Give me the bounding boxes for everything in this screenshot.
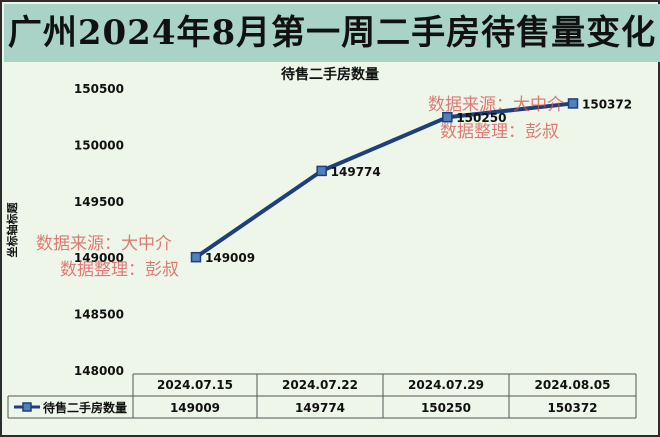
watermark-source: 数据来源：大中介: [428, 95, 564, 115]
watermark-author: 数据整理：彭叔: [440, 122, 559, 142]
data-point: [442, 111, 453, 123]
y-tick-label: 149500: [74, 195, 124, 209]
banner-title: 广州2024年8月第一周二手房待售量变化: [7, 13, 657, 53]
data-label: 149774: [331, 165, 381, 179]
data-table: 2024.07.15 149009 2024.07.22 149774 2024.07.…: [7, 373, 637, 419]
x-category-label: 2024.07.29: [408, 378, 484, 392]
table-value-cell: 150250: [421, 401, 471, 415]
legend-series-name: 待售二手房数量: [43, 400, 127, 415]
x-category-label: 2024.07.15: [157, 378, 233, 392]
y-tick-label: 150000: [74, 138, 124, 152]
y-tick-label: 150500: [74, 82, 124, 96]
y-tick-label: 149000: [74, 251, 124, 265]
series-line: [194, 101, 574, 259]
title-banner: 广州2024年8月第一周二手房待售量变化: [4, 4, 660, 62]
data-label: 150250: [456, 111, 506, 125]
y-axis-ticks: 148000 148500 149000 149500 150000 150500: [74, 82, 124, 378]
legend-marker-key: [22, 402, 32, 412]
x-category-label: 2024.08.05: [535, 378, 611, 392]
table-value-cell: 149774: [295, 401, 345, 415]
watermark-author: 数据整理：彭叔: [60, 260, 179, 280]
data-point: [316, 165, 327, 177]
y-axis-title: 坐标轴标题: [5, 202, 19, 258]
y-tick-label: 148000: [74, 364, 124, 378]
chart-title: 待售二手房数量: [281, 66, 379, 83]
data-label: 149009: [205, 251, 255, 265]
data-label: 150372: [582, 97, 632, 111]
x-category-label: 2024.07.22: [282, 378, 358, 392]
data-point: [567, 98, 579, 109]
y-tick-label: 148500: [74, 308, 124, 322]
watermark-source: 数据来源：大中介: [36, 234, 172, 254]
table-value-cell: 150372: [547, 401, 597, 415]
table-value-cell: 149009: [170, 401, 220, 415]
series-layer: 149009 149774 150250 150372: [190, 97, 632, 265]
data-point: [190, 251, 202, 263]
